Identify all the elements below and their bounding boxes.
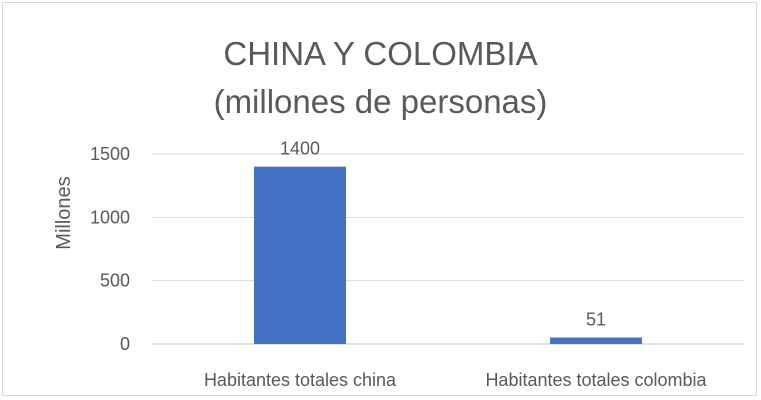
chart-frame bbox=[2, 2, 757, 396]
chart-title: CHINA Y COLOMBIA (millones de personas) bbox=[0, 30, 761, 126]
bar bbox=[550, 337, 642, 344]
data-label: 51 bbox=[586, 310, 606, 330]
data-label: 1400 bbox=[280, 139, 320, 159]
x-category-label: Habitantes totales colombia bbox=[485, 370, 707, 390]
data-labels: 1400 51 bbox=[280, 139, 606, 330]
bar bbox=[254, 166, 346, 344]
y-tick-label: 1000 bbox=[90, 207, 130, 227]
y-tick-label: 0 bbox=[120, 334, 130, 354]
bar-series bbox=[254, 166, 642, 344]
y-tick-label: 500 bbox=[100, 271, 130, 291]
x-axis-categories: Habitantes totales china Habitantes total… bbox=[204, 370, 708, 390]
x-category-label: Habitantes totales china bbox=[204, 370, 397, 390]
chart-title-line-1: CHINA Y COLOMBIA bbox=[223, 35, 538, 72]
chart-title-line-2: (millones de personas) bbox=[213, 83, 548, 120]
grid-lines bbox=[152, 153, 744, 345]
y-tick-label: 1500 bbox=[90, 144, 130, 164]
y-axis-ticks: 0 500 1000 1500 bbox=[90, 144, 130, 354]
y-axis-label: Millones bbox=[53, 176, 75, 249]
